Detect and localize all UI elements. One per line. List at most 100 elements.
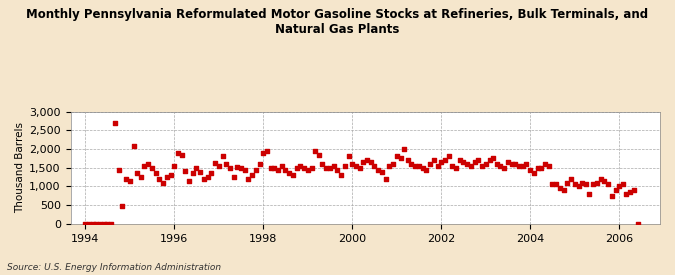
Point — [280, 167, 291, 172]
Point — [165, 173, 176, 177]
Point — [232, 165, 243, 169]
Point — [454, 158, 465, 162]
Point — [198, 177, 209, 181]
Point — [576, 180, 587, 185]
Point — [210, 161, 221, 165]
Point — [95, 222, 105, 226]
Point — [414, 164, 425, 168]
Point — [521, 162, 532, 166]
Point — [221, 162, 232, 166]
Point — [325, 166, 335, 170]
Point — [102, 222, 113, 226]
Y-axis label: Thousand Barrels: Thousand Barrels — [15, 122, 25, 213]
Point — [558, 188, 569, 192]
Point — [484, 158, 495, 162]
Point — [350, 164, 361, 168]
Point — [213, 164, 224, 168]
Point — [566, 177, 576, 181]
Point — [450, 166, 461, 170]
Point — [146, 166, 157, 170]
Point — [425, 162, 435, 166]
Point — [599, 178, 610, 183]
Point — [562, 180, 573, 185]
Point — [217, 154, 228, 159]
Point — [184, 178, 194, 183]
Point — [447, 164, 458, 168]
Point — [555, 186, 566, 190]
Point — [573, 184, 584, 189]
Point — [358, 160, 369, 164]
Point — [109, 121, 120, 125]
Point — [532, 166, 543, 170]
Point — [377, 170, 387, 174]
Point — [466, 164, 477, 168]
Point — [124, 178, 135, 183]
Point — [132, 171, 142, 175]
Point — [518, 164, 529, 168]
Point — [113, 167, 124, 172]
Point — [632, 222, 643, 226]
Point — [269, 166, 279, 170]
Point — [603, 182, 614, 187]
Point — [387, 162, 398, 166]
Point — [614, 184, 624, 189]
Point — [240, 167, 250, 172]
Point — [473, 158, 484, 162]
Point — [188, 171, 198, 175]
Point — [298, 166, 309, 170]
Point — [154, 177, 165, 181]
Point — [591, 180, 602, 185]
Point — [399, 147, 410, 151]
Point — [628, 188, 639, 192]
Point — [195, 170, 206, 174]
Point — [180, 169, 191, 174]
Point — [362, 158, 373, 162]
Point — [551, 182, 562, 187]
Point — [258, 150, 269, 155]
Point — [302, 167, 313, 172]
Point — [158, 180, 169, 185]
Point — [106, 222, 117, 226]
Point — [536, 166, 547, 170]
Point — [499, 166, 510, 170]
Point — [236, 166, 246, 170]
Point — [436, 160, 447, 164]
Point — [169, 164, 180, 168]
Point — [99, 222, 109, 226]
Point — [481, 162, 491, 166]
Point — [80, 222, 90, 226]
Point — [369, 164, 380, 168]
Point — [191, 166, 202, 170]
Point — [84, 222, 95, 226]
Point — [543, 164, 554, 168]
Point — [462, 162, 472, 166]
Point — [580, 182, 591, 187]
Point — [584, 192, 595, 196]
Point — [406, 162, 417, 166]
Point — [354, 166, 365, 170]
Point — [254, 162, 265, 166]
Point — [117, 204, 128, 208]
Point — [410, 164, 421, 168]
Point — [310, 148, 321, 153]
Point — [173, 150, 184, 155]
Point — [250, 167, 261, 172]
Point — [506, 162, 517, 166]
Point — [432, 164, 443, 168]
Point — [570, 182, 580, 187]
Point — [380, 177, 391, 181]
Point — [384, 164, 395, 168]
Point — [161, 175, 172, 179]
Point — [317, 162, 328, 166]
Point — [417, 166, 428, 170]
Point — [595, 177, 606, 181]
Point — [128, 144, 139, 148]
Point — [392, 154, 402, 159]
Point — [225, 166, 236, 170]
Point — [618, 182, 628, 187]
Text: Monthly Pennsylvania Reformulated Motor Gasoline Stocks at Refineries, Bulk Term: Monthly Pennsylvania Reformulated Motor … — [26, 8, 649, 36]
Point — [343, 154, 354, 159]
Point — [510, 162, 521, 166]
Point — [347, 162, 358, 166]
Point — [502, 160, 513, 164]
